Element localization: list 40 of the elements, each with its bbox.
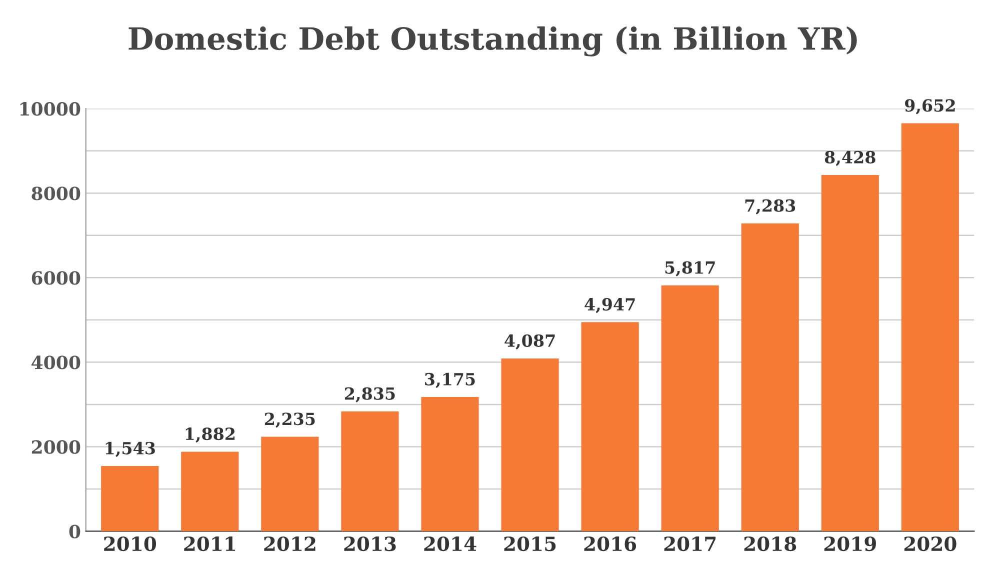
bar bbox=[901, 123, 959, 532]
data-label: 9,652 bbox=[904, 99, 955, 114]
x-tick-label: 2018 bbox=[744, 536, 796, 552]
x-tick-label: 2012 bbox=[264, 536, 316, 552]
y-tick-label: 0 bbox=[69, 524, 80, 538]
x-tick-label: 2016 bbox=[584, 536, 636, 552]
y-tick-label: 6000 bbox=[32, 271, 80, 285]
y-tick-label: 4000 bbox=[32, 356, 80, 370]
x-tick-label: 2013 bbox=[344, 536, 396, 552]
y-tick-label: 8000 bbox=[32, 186, 80, 200]
x-tick-label: 2020 bbox=[904, 536, 956, 552]
chart-title: Domestic Debt Outstanding (in Billion YR) bbox=[128, 26, 857, 56]
x-tick-label: 2015 bbox=[504, 536, 556, 552]
bar bbox=[821, 175, 879, 532]
data-label: 1,543 bbox=[106, 442, 155, 457]
bar bbox=[581, 322, 639, 532]
data-label: 7,283 bbox=[745, 199, 796, 214]
bar bbox=[421, 397, 479, 532]
data-label: 2,835 bbox=[344, 387, 395, 402]
data-label: 5,817 bbox=[665, 261, 715, 276]
bar bbox=[501, 358, 559, 532]
x-tick-label: 2010 bbox=[104, 536, 156, 552]
bar bbox=[101, 466, 159, 532]
data-label: 8,428 bbox=[824, 150, 876, 166]
bar bbox=[181, 452, 239, 532]
data-label: 4,947 bbox=[584, 298, 635, 314]
data-label: 2,235 bbox=[264, 412, 315, 428]
x-tick-label: 2014 bbox=[424, 536, 476, 552]
x-tick-label: 2017 bbox=[664, 536, 716, 552]
bar bbox=[341, 411, 399, 532]
data-label: 1,882 bbox=[186, 428, 235, 443]
y-tick-label: 10000 bbox=[20, 102, 80, 116]
x-tick-label: 2011 bbox=[184, 536, 236, 552]
y-tick-label: 2000 bbox=[32, 440, 80, 454]
data-label: 4,087 bbox=[504, 334, 555, 350]
bar bbox=[741, 223, 799, 532]
bar bbox=[261, 436, 319, 532]
x-tick-label: 2019 bbox=[824, 536, 876, 552]
data-label: 3,175 bbox=[425, 372, 475, 388]
bar bbox=[661, 285, 719, 532]
